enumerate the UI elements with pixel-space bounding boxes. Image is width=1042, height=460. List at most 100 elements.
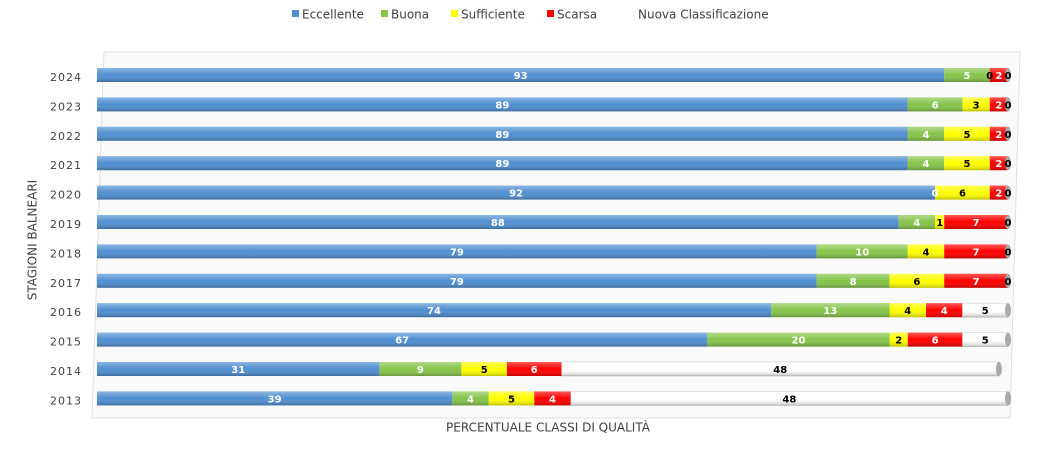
bar-shade [962, 303, 1008, 318]
bar-shade [926, 303, 963, 318]
legend-marker [547, 10, 554, 17]
value-label: 3 [973, 100, 980, 111]
value-label: 2 [995, 159, 1002, 170]
bar-shade [97, 156, 908, 171]
value-label: 2 [995, 100, 1002, 111]
y-tick-label: 2017 [50, 277, 82, 290]
bar-shade [935, 215, 945, 229]
bar-end [1005, 97, 1011, 112]
value-label: 5 [964, 159, 971, 170]
value-label: 4 [904, 306, 911, 317]
value-label: 6 [932, 336, 939, 347]
bar-shade [989, 68, 1008, 82]
legend-marker [628, 10, 635, 17]
value-label: 10 [855, 247, 869, 258]
bar-shade [379, 362, 462, 376]
bar-shade [907, 244, 945, 259]
value-label: 0 [1005, 100, 1012, 111]
value-label: 5 [964, 71, 971, 82]
bar-shade [944, 273, 1008, 288]
legend-label: Scarsa [557, 8, 597, 22]
value-label: 5 [964, 130, 971, 141]
value-label: 13 [823, 306, 837, 317]
bar-end [1005, 215, 1011, 229]
bar-shade [97, 126, 908, 141]
value-label: 92 [509, 189, 523, 200]
bar-shade [944, 244, 1008, 259]
value-label: 5 [982, 306, 989, 317]
bar-shade [561, 362, 999, 376]
value-label: 89 [495, 100, 509, 111]
y-axis-title: STAGIONI BALNEARI [26, 180, 40, 300]
value-label: 2 [895, 336, 902, 347]
bar-shade [989, 185, 1008, 200]
value-label: 4 [549, 394, 556, 405]
bar-shade [97, 362, 380, 376]
value-label: 5 [508, 394, 515, 405]
value-label: 6 [959, 189, 966, 200]
y-tick-label: 2020 [50, 189, 82, 202]
bar-shade [771, 303, 890, 318]
y-tick-label: 2018 [50, 247, 82, 260]
value-label: 6 [932, 100, 939, 111]
y-tick-label: 2013 [50, 394, 82, 407]
bar-end [1005, 273, 1011, 288]
y-tick-label: 2015 [50, 336, 82, 349]
value-label: 74 [427, 306, 441, 317]
value-label: 7 [973, 218, 980, 229]
value-label: 6 [531, 365, 538, 376]
bar-shade [989, 97, 1008, 112]
bar-shade [962, 97, 990, 112]
bar-shade [816, 273, 890, 288]
value-label: 4 [923, 159, 930, 170]
bar-shade [97, 391, 453, 406]
bar-shade [889, 273, 945, 288]
bar-end [1005, 68, 1011, 82]
value-label: 88 [491, 218, 505, 229]
bar-end [995, 362, 1002, 376]
bar-shade [97, 68, 945, 82]
bar-shade [989, 156, 1008, 171]
y-tick-label: 2024 [50, 71, 82, 84]
value-label: 67 [395, 336, 409, 347]
value-label: 2 [995, 130, 1002, 141]
value-label: 48 [773, 365, 787, 376]
value-label: 89 [495, 159, 509, 170]
bar-end [1005, 303, 1011, 318]
value-label: 0 [1005, 218, 1012, 229]
value-label: 5 [982, 336, 989, 347]
bar-shade [907, 126, 945, 141]
bar-end [1005, 244, 1011, 259]
bar-shade [907, 97, 963, 112]
bar-shade [816, 244, 908, 259]
bar-shade [707, 332, 890, 347]
value-label: 0 [1005, 189, 1012, 200]
value-label: 0 [986, 71, 993, 82]
bar-shade [962, 332, 1008, 347]
value-label: 1 [936, 218, 943, 229]
y-tick-label: 2019 [50, 218, 82, 231]
legend-label: Sufficiente [461, 8, 525, 22]
bar-shade [534, 391, 571, 406]
value-label: 89 [495, 130, 509, 141]
bar-shade [488, 391, 535, 406]
bar-shade [97, 332, 708, 347]
bar-shade [97, 244, 817, 259]
y-tick-label: 2023 [50, 100, 82, 113]
value-label: 9 [417, 365, 424, 376]
y-tick-label: 2014 [50, 365, 82, 378]
bar-shade [461, 362, 507, 376]
value-label: 2 [995, 189, 1002, 200]
bar-end [1005, 185, 1011, 200]
bar-shade [97, 303, 772, 318]
value-label: 39 [268, 394, 282, 405]
bar-shade [935, 185, 990, 200]
value-label: 8 [850, 277, 857, 288]
value-label: 0 [1005, 71, 1012, 82]
value-label: 2 [995, 71, 1002, 82]
bar-shade [97, 97, 908, 112]
legend-marker [381, 10, 388, 17]
value-label: 4 [913, 218, 920, 229]
bar-end [1005, 126, 1011, 141]
legend-label: Eccellente [302, 8, 364, 22]
